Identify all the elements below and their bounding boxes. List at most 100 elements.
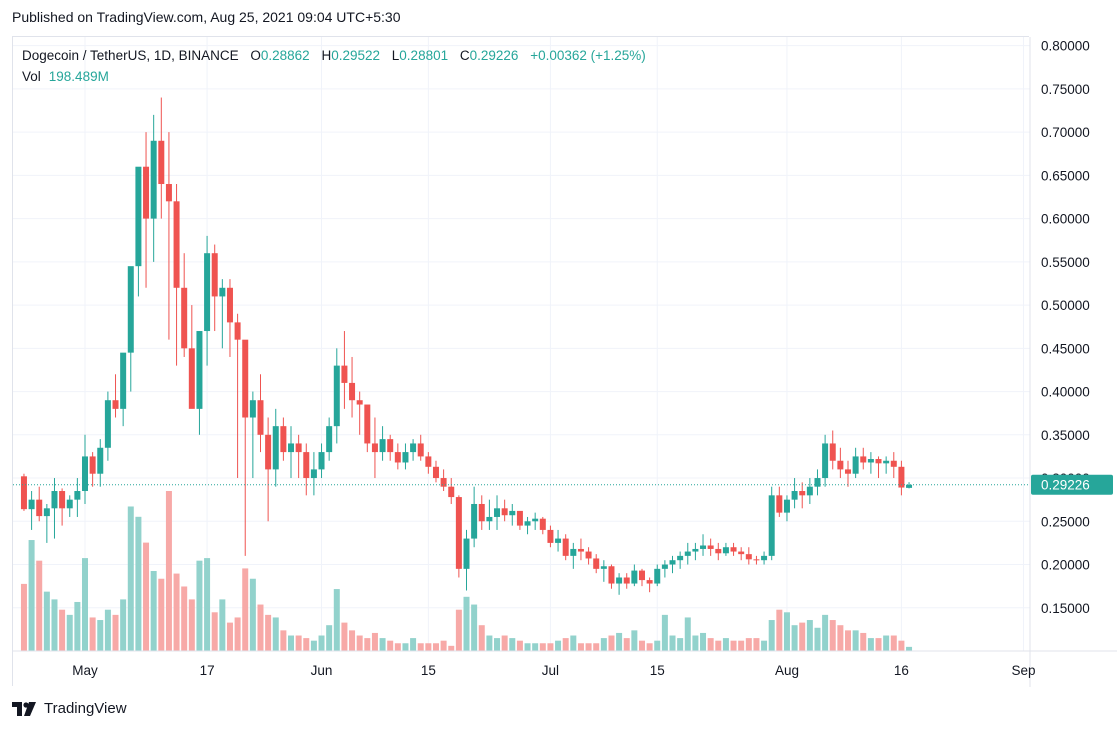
candle-body [356, 400, 363, 405]
volume-bar [188, 599, 195, 651]
y-tick-label: 0.75000 [1041, 82, 1090, 97]
tradingview-logo[interactable]: TradingView [12, 700, 127, 717]
candle [806, 478, 813, 504]
volume-bar [51, 599, 58, 651]
volume-bar [326, 625, 333, 651]
candle-body [829, 443, 836, 461]
candle-body [806, 486, 813, 496]
candle [791, 478, 798, 509]
volume-bar [226, 622, 233, 651]
legend-ohlc-row: Dogecoin / TetherUS, 1D, BINANCE O0.2886… [22, 45, 646, 66]
candle-body [28, 499, 35, 510]
last-price-tag [1031, 474, 1113, 495]
volume-bar [112, 614, 119, 651]
candle [318, 443, 325, 479]
volume-bar [761, 640, 768, 651]
candle-body [440, 478, 447, 487]
candle-body [509, 510, 516, 516]
volume-bar [768, 620, 775, 651]
chart-frame[interactable]: 0.150000.200000.250000.300000.350000.400… [12, 36, 1117, 687]
candle-body [669, 560, 676, 565]
candle [59, 488, 66, 526]
legend-change: +0.00362 (+1.25%) [530, 48, 646, 63]
candle-body [371, 443, 378, 453]
volume-bar [631, 630, 638, 651]
candle [135, 166, 142, 297]
candle-body [837, 460, 844, 470]
volume-bar [432, 643, 439, 651]
x-tick-label: Aug [775, 663, 799, 678]
candle [425, 452, 432, 474]
candle-body [112, 400, 119, 409]
candle-body [226, 287, 233, 323]
candle-body [204, 253, 211, 332]
candle [906, 482, 913, 489]
y-tick-label: 0.60000 [1041, 212, 1090, 227]
candle-body [272, 426, 279, 470]
volume-bar [417, 643, 424, 651]
candle-body [51, 491, 58, 509]
legend-open-label: O [250, 48, 261, 63]
candle-body [265, 434, 272, 470]
volume-bar [730, 640, 737, 651]
volume-bar [516, 640, 523, 651]
volume-bar [837, 625, 844, 651]
candle [120, 352, 127, 427]
candle [150, 114, 157, 262]
candle [349, 356, 356, 418]
volume-bar [745, 638, 752, 651]
candle-body [448, 486, 455, 498]
candle [440, 469, 447, 492]
price-axis[interactable]: 0.150000.200000.250000.300000.350000.400… [1029, 37, 1113, 687]
candle-body [814, 478, 821, 487]
candle-body [654, 568, 661, 584]
candle-body [333, 365, 340, 427]
y-tick-label: 0.65000 [1041, 168, 1090, 183]
candle-body [74, 491, 81, 500]
candle-body [776, 495, 783, 513]
candle-body [494, 508, 501, 517]
candle [43, 503, 50, 543]
candle-body [860, 456, 867, 463]
candle-body [898, 466, 905, 488]
volume-bar [486, 635, 493, 651]
candle [516, 510, 523, 530]
candle [188, 305, 195, 409]
candle [51, 478, 58, 539]
candle [74, 478, 81, 517]
candle [715, 542, 722, 561]
candle-body [234, 322, 241, 340]
candle [89, 452, 96, 487]
time-axis[interactable]: May 17 Jun 15 Jul 15 Aug 16 Sep [13, 650, 1117, 678]
legend-low-label: L [391, 48, 400, 63]
candle [158, 97, 165, 219]
y-tick-label: 0.25000 [1041, 514, 1090, 529]
candle [593, 554, 600, 574]
candle [730, 542, 737, 556]
candle-body [700, 545, 707, 549]
volume-bar [547, 643, 554, 651]
candle-body [707, 545, 714, 549]
candle [700, 534, 707, 556]
candle-body [89, 456, 96, 474]
volume-bar [776, 609, 783, 651]
volume-bars [20, 491, 913, 651]
candlestick-chart[interactable]: 0.150000.200000.250000.300000.350000.400… [13, 37, 1117, 687]
candle-body [181, 287, 188, 349]
volume-bar [219, 599, 226, 651]
volume-bar [753, 638, 760, 651]
candle-body [165, 184, 172, 202]
volume-bar [677, 638, 684, 651]
y-tick-label: 0.40000 [1041, 385, 1090, 400]
candle-body [135, 166, 142, 267]
volume-bar [692, 635, 699, 651]
candle [608, 564, 615, 589]
y-tick-label: 0.15000 [1041, 601, 1090, 616]
candle-body [402, 452, 409, 463]
candle-body [425, 456, 432, 467]
candle-body [768, 495, 775, 556]
candle-body [547, 529, 554, 543]
candle-body [417, 443, 424, 457]
candle-body [845, 469, 851, 474]
y-tick-label: 0.55000 [1041, 255, 1090, 270]
